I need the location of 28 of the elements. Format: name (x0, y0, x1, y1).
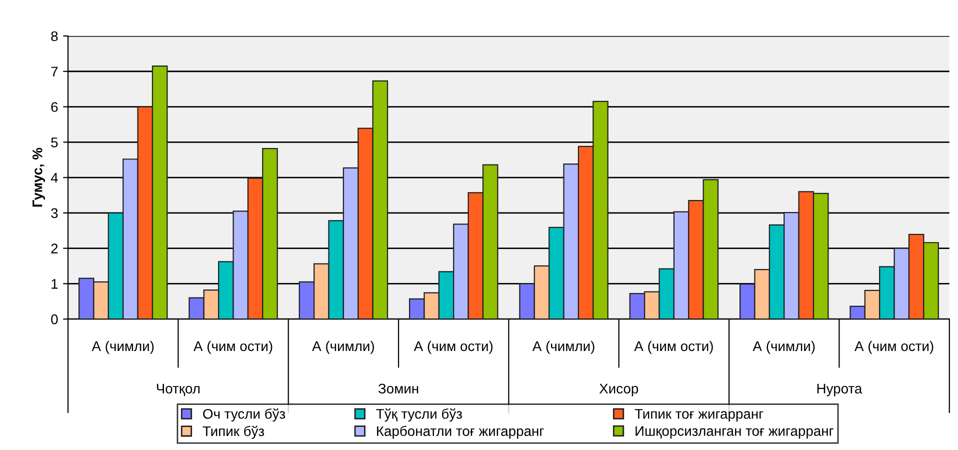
x-tick-label: А (чим ости) (194, 340, 272, 354)
legend-label: Типик тоғ жигарранг (634, 409, 764, 422)
text: Чотқол (156, 384, 200, 396)
y-tick-label: 1 (52, 279, 58, 289)
text: Хисор (599, 384, 638, 396)
legend-label: Тўқ тусли бўз (376, 408, 462, 422)
legend-label: Типик бўз (202, 426, 264, 439)
text: Зомин (378, 384, 418, 394)
y-tick-label: 3 (51, 208, 58, 218)
legend-label: Ишқорсизланган тоғ жигарранг (636, 426, 834, 439)
y-axis-title: Гумус, % (32, 148, 46, 207)
y-tick-label: 7 (51, 66, 58, 76)
y-tick-label: 2 (51, 244, 58, 254)
y-tick-label: 5 (51, 138, 58, 148)
x-tick-label: А (чим ости) (854, 340, 934, 354)
x-tick-label: А (чимли) (312, 340, 374, 354)
x-tick-label: А (чимли) (92, 340, 154, 354)
y-tick-label: 4 (50, 173, 58, 183)
text: Нурота (817, 384, 862, 396)
x-tick-label: А (чим ости) (634, 340, 713, 354)
y-tick-label: 0 (51, 314, 58, 324)
x-tick-label: А (чимли) (532, 340, 594, 354)
y-tick-label: 8 (51, 31, 58, 42)
legend-label: Карбонатли тоғ жигарранг (377, 426, 544, 439)
y-tick-label: 6 (51, 102, 58, 112)
legend-label: Оч тусли бўз (203, 408, 286, 422)
x-tick-label: А (чим ости) (414, 340, 493, 354)
x-tick-label: А (чимли) (752, 340, 815, 354)
